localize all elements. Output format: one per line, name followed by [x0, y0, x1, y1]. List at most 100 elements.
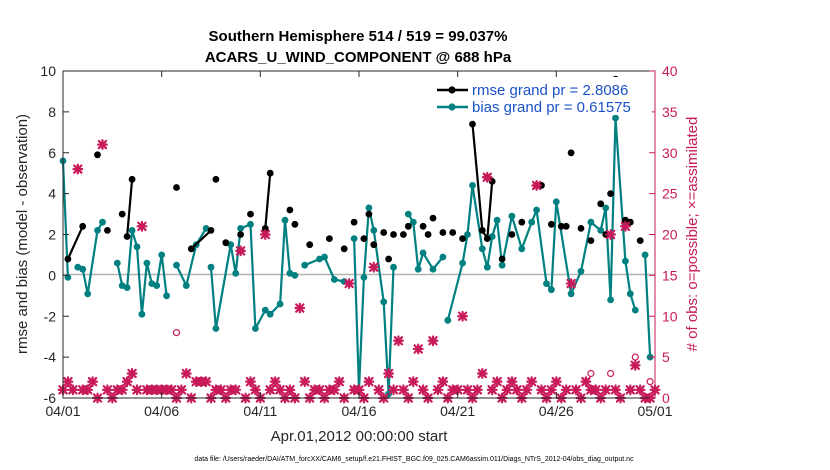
bias-point: [548, 286, 555, 294]
bias-segment: [135, 246, 148, 316]
bias-segment: [579, 207, 607, 272]
obs-possible-point: [631, 353, 639, 361]
obs-assimilated-point: [526, 376, 538, 388]
y-right-tick-label: 40: [662, 63, 678, 79]
obs-assimilated-point: [368, 261, 380, 273]
rmse-point: [222, 239, 230, 247]
rmse-point: [360, 235, 368, 243]
bias-segment: [471, 185, 494, 269]
x-tick-label: 04/06: [144, 403, 179, 419]
obs-assimilated-point: [333, 376, 345, 388]
bias-point: [330, 276, 338, 283]
bias-point: [414, 265, 422, 273]
plot-frame: [62, 70, 656, 399]
obs-assimilated-point: [629, 359, 641, 371]
rmse-point: [429, 214, 437, 222]
obs-assimilated-point: [610, 384, 621, 396]
bias-point: [404, 210, 412, 218]
obs-assimilated-point: [200, 376, 212, 388]
rmse-point: [370, 241, 378, 249]
y-left-tick-label: -6: [44, 390, 57, 406]
rmse-segment: [264, 173, 272, 229]
bias-segment: [446, 262, 464, 321]
obs-assimilated-point: [427, 335, 439, 347]
rmse-point: [557, 222, 565, 230]
bias-point: [232, 269, 240, 277]
bias-segment: [501, 215, 533, 266]
obs-possible-series: [172, 173, 654, 386]
rmse-point: [508, 231, 516, 238]
bias-segment: [240, 223, 281, 330]
rmse-point: [449, 229, 457, 236]
obs-assimilated-point: [471, 384, 483, 396]
bias-point: [365, 204, 373, 212]
bias-point: [321, 253, 328, 261]
obs-assimilated-point: [101, 384, 113, 396]
obs-assimilated-point: [299, 376, 311, 388]
obs-assimilated-point: [407, 376, 419, 388]
obs-assimilated-point: [97, 139, 108, 150]
obs-assimilated-point: [383, 368, 395, 379]
legend-box: [436, 77, 652, 115]
bias-point: [429, 265, 437, 273]
obs-assimilated-point: [397, 384, 409, 396]
obs-assimilated-point: [126, 368, 138, 379]
rmse-point: [419, 222, 427, 230]
rmse-point: [577, 225, 585, 232]
y-left-tick-label: 10: [40, 63, 56, 79]
obs-possible-point: [587, 369, 595, 378]
rmse-segment: [66, 225, 84, 260]
obs-assimilated-point: [245, 376, 256, 388]
bias-point: [370, 227, 378, 234]
bias-point: [528, 218, 536, 226]
obs-assimilated-point: [511, 384, 523, 396]
obs-assimilated-point: [373, 384, 385, 396]
rmse-point: [94, 151, 101, 159]
y-left-tick-label: -2: [44, 308, 57, 324]
y-axis-right-label: # of obs: o=possible; ×=assimilated: [684, 117, 701, 352]
obs-assimilated-point: [486, 384, 498, 396]
bias-segment: [353, 207, 370, 391]
x-axis-label: Apr.01,2012 00:00:00 start: [271, 428, 449, 445]
bias-point: [138, 310, 146, 318]
obs-assimilated-point: [536, 384, 547, 396]
x-tick-label: 04/01: [45, 403, 80, 419]
bias-point: [266, 310, 274, 318]
bias-point: [94, 227, 101, 234]
bias-point: [498, 261, 506, 269]
rmse-point: [266, 169, 274, 177]
y-right-tick-label: 20: [662, 227, 678, 243]
obs-assimilated-point: [481, 171, 493, 183]
rmse-point: [478, 227, 486, 234]
bias-segment: [545, 201, 558, 291]
y-left-tick-label: -4: [44, 349, 57, 365]
bias-point: [261, 306, 269, 314]
rmse-point: [247, 210, 254, 218]
bias-point: [518, 245, 526, 253]
bias-segment: [279, 219, 296, 305]
obs-assimilated-point: [136, 220, 148, 232]
obs-assimilated-point: [62, 376, 74, 388]
rmse-point: [118, 210, 126, 218]
rmse-point: [636, 237, 644, 245]
bias-point: [113, 259, 121, 267]
bias-point: [622, 257, 629, 265]
y-axis-left: -6 -4 -2 0 2 4 6 8 10: [40, 63, 69, 406]
obs-possible-point: [606, 369, 615, 378]
rmse-point: [306, 241, 314, 249]
y-right-tick-label: 0: [662, 390, 670, 406]
bias-point: [508, 212, 516, 220]
obs-assimilated-point: [294, 302, 306, 314]
bias-point: [409, 218, 417, 226]
bias-point: [84, 290, 92, 298]
y-right-tick-label: 25: [662, 186, 678, 202]
obs-assimilated-point: [274, 384, 286, 396]
rmse-segment: [471, 123, 484, 231]
obs-assimilated-point: [624, 384, 636, 396]
obs-assimilated-point: [437, 376, 449, 388]
obs-assimilated-point: [116, 384, 128, 396]
y-left-tick-label: 2: [48, 227, 56, 243]
bias-point: [607, 296, 614, 304]
obs-assimilated-point: [531, 180, 543, 191]
bias-point: [419, 249, 427, 257]
